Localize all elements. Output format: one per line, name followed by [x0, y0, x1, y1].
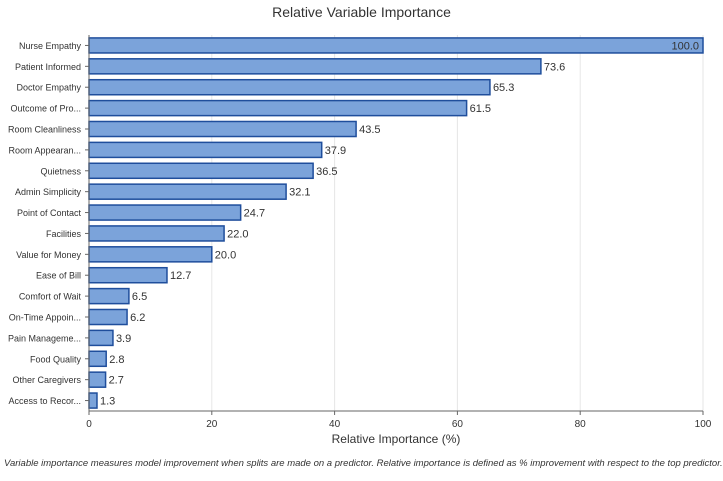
value-label: 32.1 — [289, 187, 310, 199]
bar — [88, 183, 287, 200]
value-label: 2.7 — [109, 375, 124, 387]
bar — [88, 141, 323, 159]
value-label: 3.9 — [116, 333, 131, 345]
footnote: Variable importance measures model impro… — [4, 458, 723, 469]
chart-title: Relative Variable Importance — [272, 4, 451, 20]
category-label: Outcome of Pro... — [10, 104, 81, 114]
category-label: Value for Money — [16, 250, 81, 260]
value-label: 43.5 — [359, 124, 380, 136]
value-label: 37.9 — [325, 145, 346, 157]
x-tick-label: 40 — [329, 419, 341, 430]
bar — [88, 392, 98, 409]
value-label: 65.3 — [493, 82, 514, 94]
category-label: Pain Manageme... — [8, 333, 81, 343]
category-label: Patient Informed — [15, 62, 81, 72]
bar — [88, 246, 213, 263]
value-label: 24.7 — [244, 208, 265, 220]
bar — [88, 120, 357, 138]
bar — [88, 225, 225, 242]
category-label: Point of Contact — [17, 208, 82, 218]
bar — [88, 266, 168, 284]
bar — [88, 371, 107, 388]
category-label: Quietness — [40, 166, 81, 176]
bar-chart: 100.0 73.6 65.361.5 43.5 37.9 36.5 32.1 24.7 22.… — [8, 35, 712, 446]
bar — [88, 329, 114, 347]
x-tick-label: 0 — [86, 419, 92, 430]
bar — [88, 37, 704, 54]
value-label: 20.0 — [215, 249, 236, 261]
grid-lines — [211, 35, 704, 411]
value-label: 73.6 — [544, 61, 565, 73]
bar — [88, 99, 468, 117]
x-tick-label: 60 — [452, 419, 464, 430]
value-label: 1.3 — [100, 396, 115, 408]
axes: 0 20 40 60 80 100 Nurse Empathy Patient Informe… — [8, 35, 712, 430]
category-label: Facilities — [46, 229, 82, 239]
category-label: Room Appearan... — [8, 145, 81, 155]
value-label: 22.0 — [227, 228, 248, 240]
category-label: Ease of Bill — [36, 271, 81, 281]
value-label: 6.2 — [130, 312, 145, 324]
bar — [88, 58, 542, 75]
value-label: 100.0 — [671, 40, 699, 52]
category-label: Access to Recor... — [8, 396, 81, 406]
bar — [88, 350, 107, 368]
value-label: 6.5 — [132, 291, 147, 303]
bar — [88, 78, 491, 96]
bar — [88, 162, 314, 180]
value-label: 12.7 — [170, 270, 191, 282]
value-label: 2.8 — [109, 354, 124, 366]
value-label: 61.5 — [470, 103, 491, 115]
category-label: Admin Simplicity — [15, 187, 82, 197]
bar — [88, 308, 128, 326]
category-label: Food Quality — [30, 354, 82, 364]
category-label: Other Caregivers — [12, 375, 81, 385]
category-label: On-Time Appoin... — [9, 313, 81, 323]
category-label: Room Cleanliness — [8, 125, 82, 135]
x-axis-label: Relative Importance (%) — [332, 432, 461, 446]
x-tick-label: 100 — [695, 419, 712, 430]
bar — [88, 204, 242, 221]
value-label: 36.5 — [316, 166, 337, 178]
category-label: Doctor Empathy — [16, 83, 81, 93]
bars: 100.0 73.6 65.361.5 43.5 37.9 36.5 32.1 24.7 22.… — [88, 37, 704, 409]
category-label: Nurse Empathy — [19, 41, 82, 51]
category-label: Comfort of Wait — [19, 292, 82, 302]
x-tick-label: 80 — [575, 419, 587, 430]
x-tick-label: 20 — [206, 419, 218, 430]
bar — [88, 287, 130, 305]
